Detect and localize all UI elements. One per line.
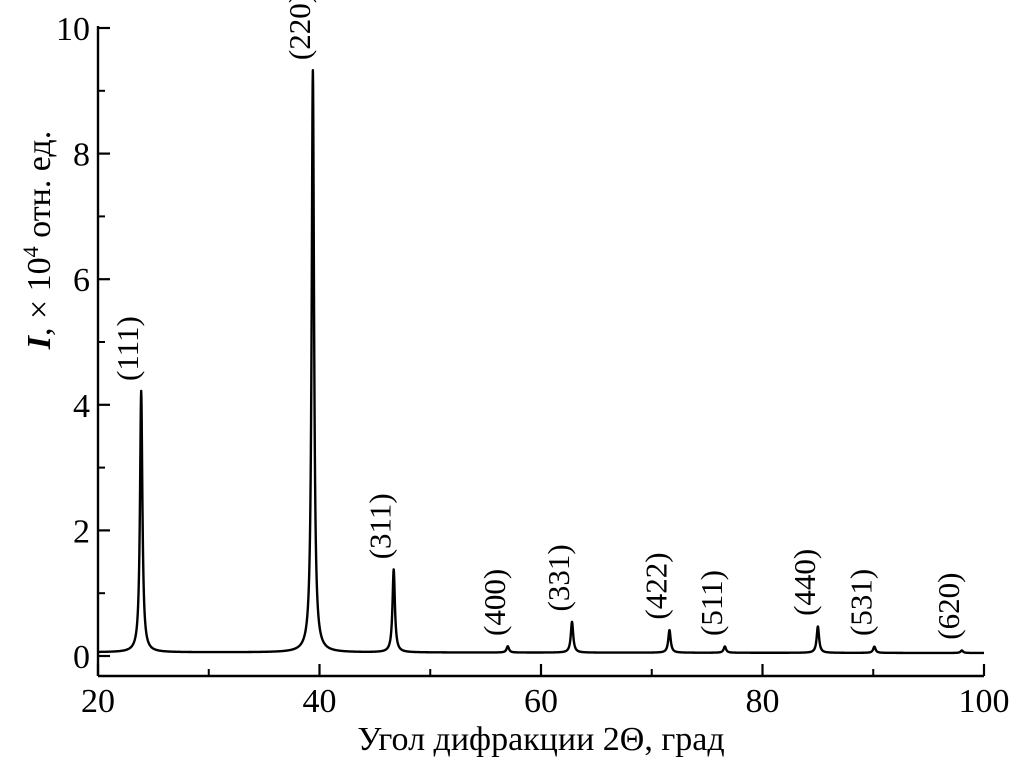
series-line (97, 69, 985, 655)
svg-text:I, × 104 отн. ед.: I, × 104 отн. ед. (18, 131, 58, 350)
y-axis-label: I, × 104 отн. ед. (18, 131, 58, 350)
x-tick-label: 40 (303, 683, 337, 720)
y-tick-label: 8 (73, 137, 90, 174)
y-tick-label: 10 (56, 11, 90, 48)
y-axis-label-units: отн. ед. (21, 131, 58, 247)
peak-label: (111) (110, 316, 145, 381)
y-tick-label: 0 (73, 639, 90, 676)
peak-label: (620) (931, 573, 966, 640)
peak-labels: (111) (220) (311) (400) (331) (422) (511) (440)… (110, 0, 966, 650)
x-tick-label: 80 (746, 683, 780, 720)
peak-label: (331) (541, 544, 576, 611)
x-tick-label: 100 (959, 683, 1010, 720)
peak-label: (400) (477, 569, 512, 636)
peak-label: (311) (363, 493, 398, 559)
peak-label: (440) (787, 549, 822, 616)
x-tick-label: 20 (81, 683, 115, 720)
y-axis-label-symbol: I (21, 334, 58, 350)
x-axis-label: Угол дифракции 2Θ, град (357, 721, 724, 758)
x-tick-label: 60 (524, 683, 558, 720)
y-tick-label: 4 (73, 388, 90, 425)
y-axis-label-exponent: 4 (18, 246, 43, 257)
y-axis-ticks: 0 2 4 6 8 10 (56, 11, 110, 676)
peak-label: (531) (843, 569, 878, 636)
peak-label: (220) (282, 0, 317, 60)
peak-label: (422) (639, 552, 674, 619)
x-axis-ticks: 20 40 60 80 100 (81, 664, 1010, 720)
y-tick-label: 6 (73, 262, 90, 299)
y-tick-label: 2 (73, 513, 90, 550)
peak-label: (511) (694, 570, 729, 636)
y-axis-label-text: , × 10 (21, 257, 58, 336)
